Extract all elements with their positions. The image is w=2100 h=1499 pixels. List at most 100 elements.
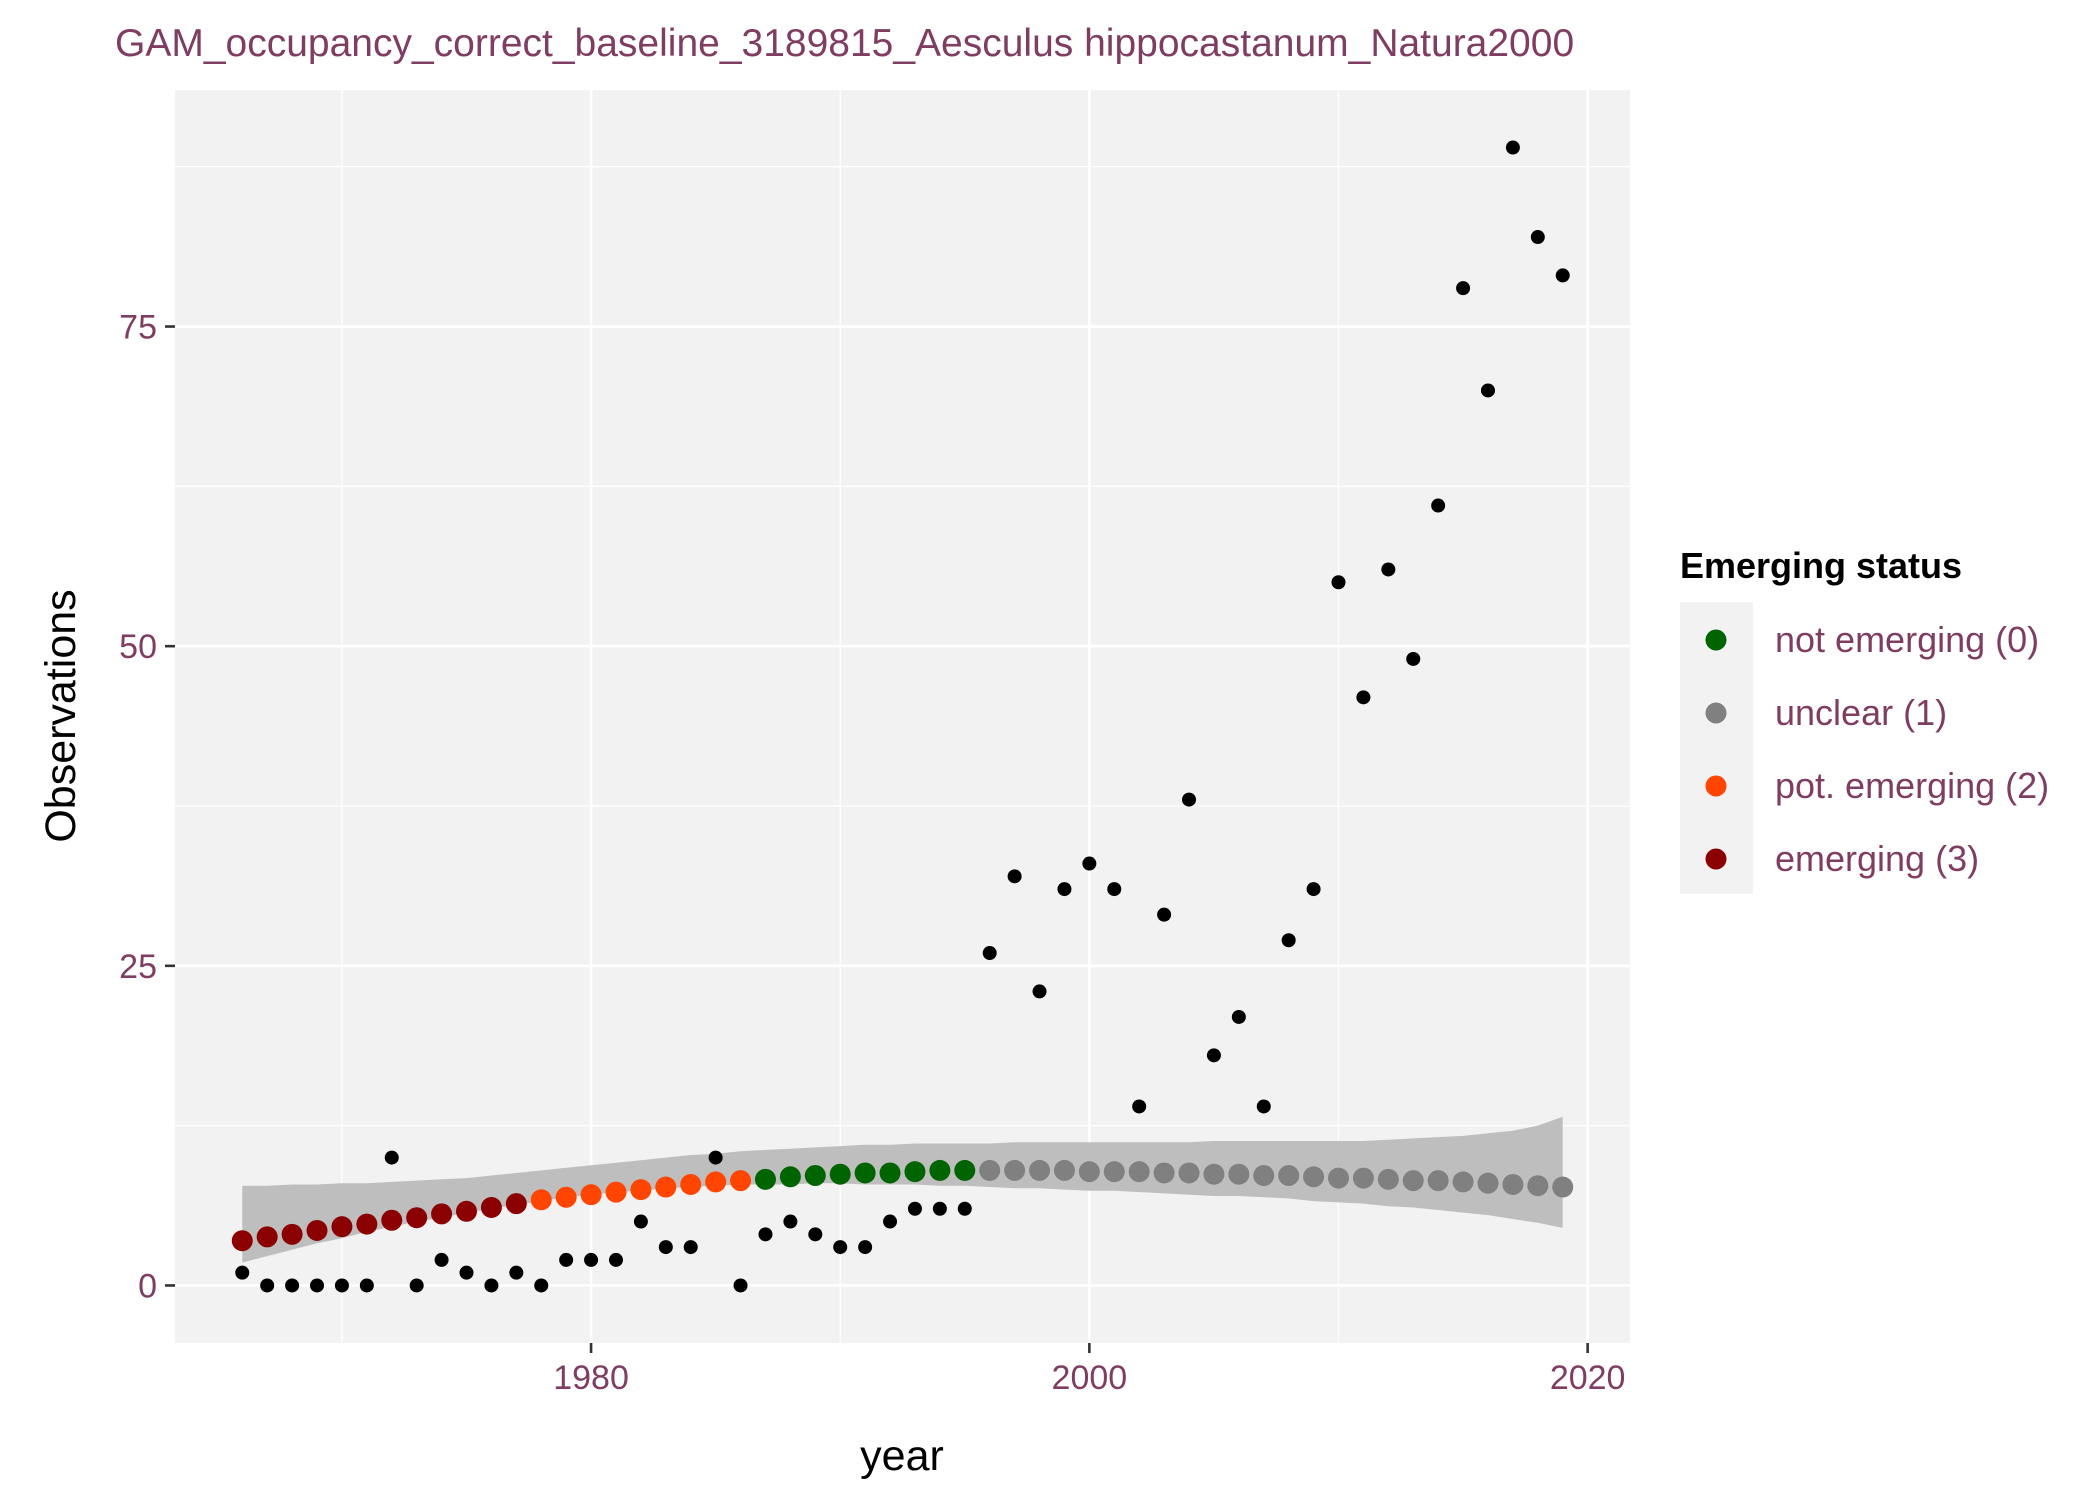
y-axis-title: Observations [37, 589, 85, 842]
fitted-point [1527, 1175, 1549, 1197]
fitted-point [1402, 1170, 1424, 1192]
observed-point [285, 1278, 300, 1293]
fitted-point [381, 1209, 403, 1231]
fitted-point [1278, 1165, 1300, 1187]
fitted-point [1452, 1171, 1474, 1193]
observed-point [484, 1278, 499, 1293]
fitted-point [1103, 1161, 1125, 1183]
fitted-point [1153, 1162, 1175, 1184]
observed-point [858, 1240, 873, 1255]
observed-point [658, 1240, 673, 1255]
fitted-point [281, 1223, 303, 1245]
fitted-points [231, 1159, 1574, 1252]
observed-point [957, 1201, 972, 1216]
fitted-point [1352, 1167, 1374, 1189]
fitted-point [455, 1200, 477, 1222]
observed-point [982, 946, 997, 961]
fitted-point [904, 1161, 926, 1183]
observed-point [683, 1240, 698, 1255]
observed-point [1505, 140, 1520, 155]
observed-point [608, 1252, 623, 1267]
legend-label: pot. emerging (2) [1775, 765, 2049, 806]
legend-key [1705, 775, 1727, 797]
fitted-point [605, 1181, 627, 1203]
observed-point [932, 1201, 947, 1216]
observed-point [310, 1278, 325, 1293]
observed-point [434, 1252, 449, 1267]
x-axis: 1980 2000 2020 [553, 1343, 1625, 1397]
fitted-point [505, 1193, 527, 1215]
fitted-point [431, 1203, 453, 1225]
fitted-point [1228, 1163, 1250, 1185]
legend-key [1705, 702, 1727, 724]
observed-point [1107, 882, 1122, 897]
observed-point [534, 1278, 549, 1293]
x-tick-label: 2000 [1052, 1359, 1128, 1397]
fitted-point [730, 1170, 752, 1192]
observed-point [733, 1278, 748, 1293]
fitted-point [1004, 1159, 1026, 1181]
observed-point [1082, 856, 1097, 871]
fitted-point [1029, 1159, 1051, 1181]
fitted-point [655, 1176, 677, 1198]
observed-point [584, 1252, 599, 1267]
fitted-point [1128, 1161, 1150, 1183]
observed-point [883, 1214, 898, 1229]
legend-key [1705, 848, 1727, 870]
fitted-point [879, 1162, 901, 1184]
observed-point [1256, 1099, 1271, 1114]
y-tick-label: 50 [119, 628, 157, 666]
legend-label: emerging (3) [1775, 838, 1979, 879]
fitted-point [1328, 1167, 1350, 1189]
y-tick-label: 25 [119, 948, 157, 986]
fitted-point [630, 1179, 652, 1201]
confidence-band [242, 1116, 1563, 1263]
legend-key [1705, 629, 1727, 651]
chart-title: GAM_occupancy_correct_baseline_3189815_A… [115, 22, 1574, 65]
fitted-point [1178, 1162, 1200, 1184]
fitted-point [979, 1159, 1001, 1181]
observed-point [459, 1265, 474, 1280]
observed-point [559, 1252, 574, 1267]
x-tick-label: 1980 [553, 1359, 629, 1397]
fitted-point [1303, 1166, 1325, 1188]
fitted-point [705, 1171, 727, 1193]
observed-point [1331, 575, 1346, 590]
observed-point [1381, 562, 1396, 577]
fitted-point [1253, 1165, 1275, 1187]
fitted-point [406, 1207, 428, 1229]
grid-minor [175, 90, 1630, 1343]
fitted-point [854, 1162, 876, 1184]
observed-point [1406, 651, 1421, 666]
legend-key-background [1680, 602, 1753, 894]
fitted-point [1552, 1176, 1574, 1198]
y-tick-label: 0 [138, 1267, 157, 1305]
observed-points [235, 140, 1570, 1293]
observed-point [260, 1278, 275, 1293]
fitted-point [1053, 1159, 1075, 1181]
x-tick-label: 2020 [1550, 1359, 1626, 1397]
observed-point [1206, 1048, 1221, 1063]
fitted-point [804, 1165, 826, 1187]
fitted-point [331, 1216, 353, 1238]
observed-point [1132, 1099, 1147, 1114]
fitted-point [1477, 1172, 1499, 1194]
observed-point [1007, 869, 1022, 884]
observed-point [1032, 984, 1047, 999]
fitted-point [754, 1168, 776, 1190]
legend-label: unclear (1) [1775, 692, 1947, 733]
observed-point [334, 1278, 349, 1293]
observed-point [783, 1214, 798, 1229]
x-axis-title: year [860, 1432, 944, 1480]
fitted-point [306, 1219, 328, 1241]
fitted-point [680, 1173, 702, 1195]
fitted-point [1377, 1168, 1399, 1190]
fitted-point [929, 1159, 951, 1181]
fitted-point [1203, 1163, 1225, 1185]
fitted-point [480, 1196, 502, 1218]
fitted-point [356, 1213, 378, 1235]
fitted-point [530, 1189, 552, 1211]
observed-point [833, 1240, 848, 1255]
y-axis: 0 25 50 75 [119, 309, 175, 1305]
observed-point [1182, 792, 1197, 807]
